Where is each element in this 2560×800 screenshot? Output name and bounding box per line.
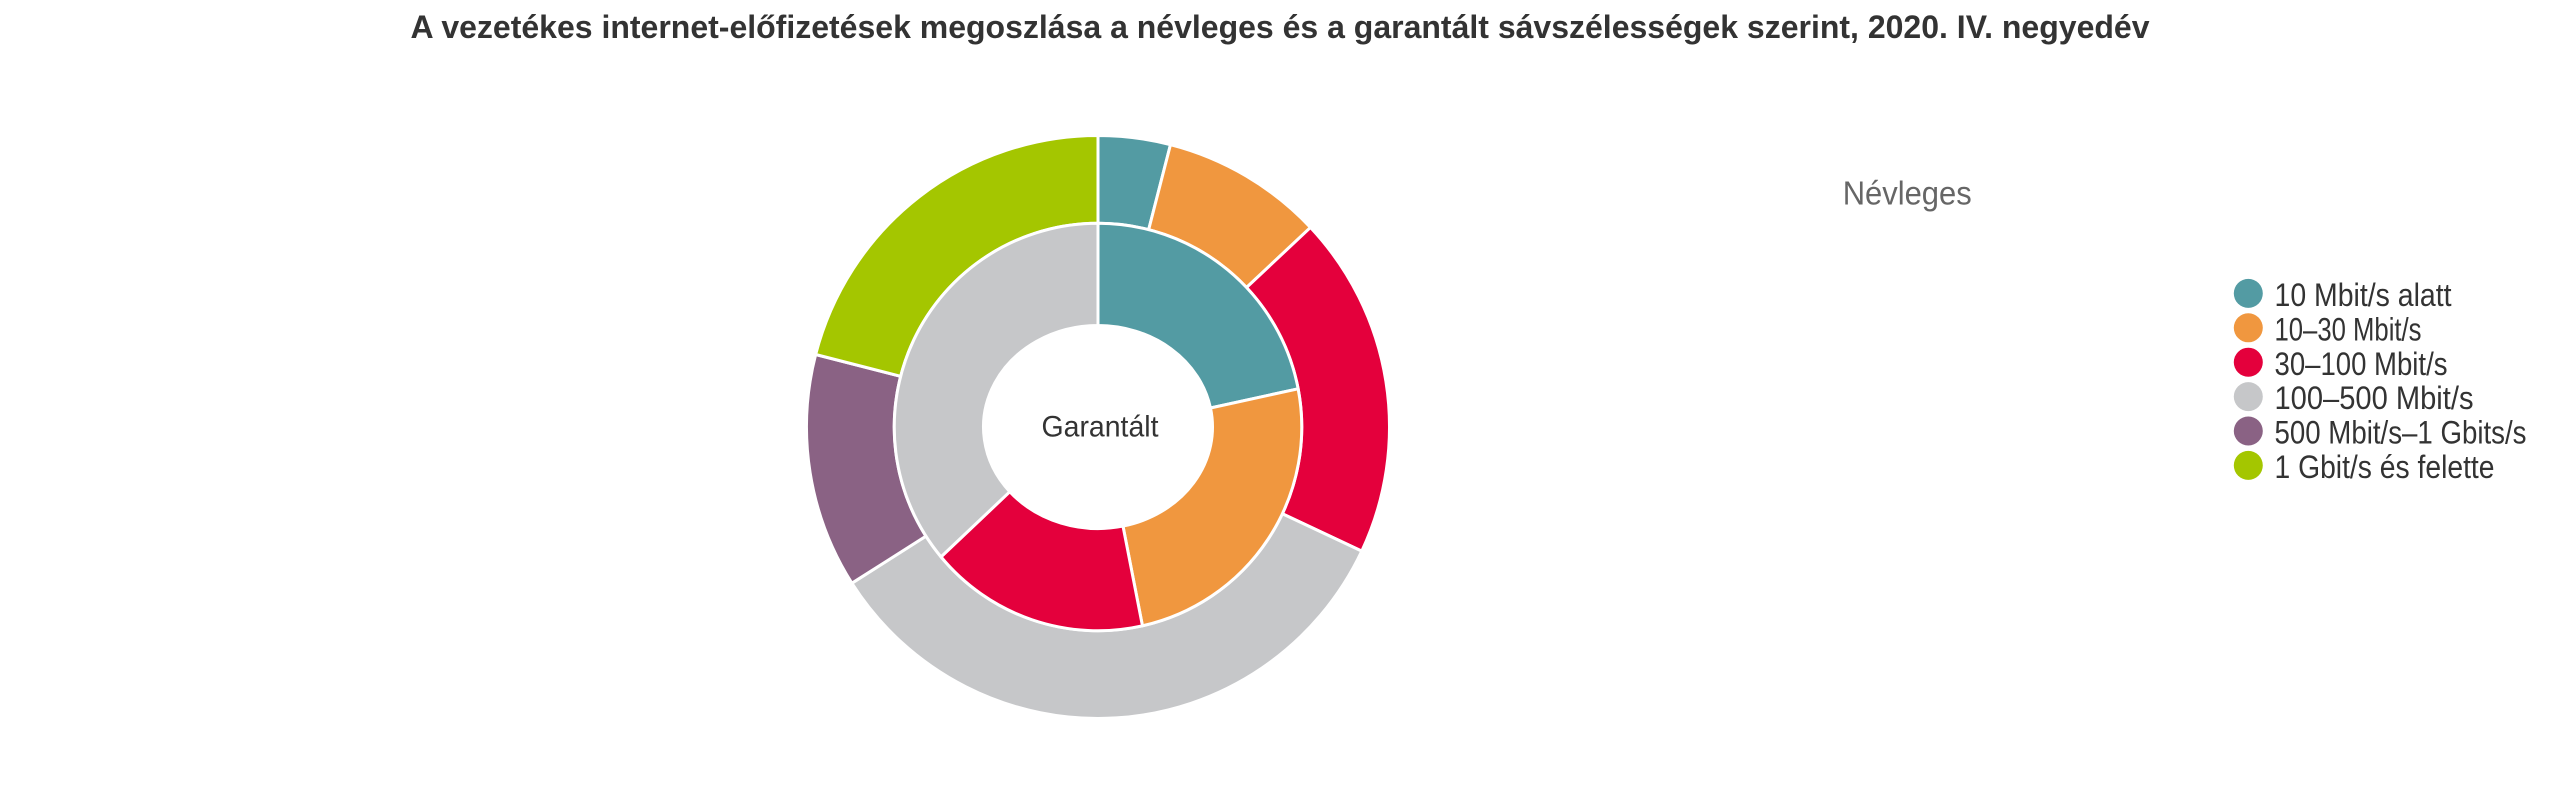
svg-text:A vezetékes internet-előfizeté: A vezetékes internet-előfizetések megosz…	[411, 9, 2150, 45]
svg-text:Névleges: Névleges	[1843, 174, 1972, 211]
svg-text:500 Mbit/s–1 Gbits/s: 500 Mbit/s–1 Gbits/s	[2275, 415, 2527, 451]
svg-text:10 Mbit/s alatt: 10 Mbit/s alatt	[2275, 277, 2452, 313]
svg-text:1 Gbit/s és felette: 1 Gbit/s és felette	[2275, 449, 2495, 485]
svg-text:100–500 Mbit/s: 100–500 Mbit/s	[2275, 380, 2474, 416]
svg-text:30–100 Mbit/s: 30–100 Mbit/s	[2275, 346, 2448, 382]
svg-text:Garantált: Garantált	[1042, 410, 1160, 443]
svg-text:10–30 Mbit/s: 10–30 Mbit/s	[2275, 311, 2422, 347]
